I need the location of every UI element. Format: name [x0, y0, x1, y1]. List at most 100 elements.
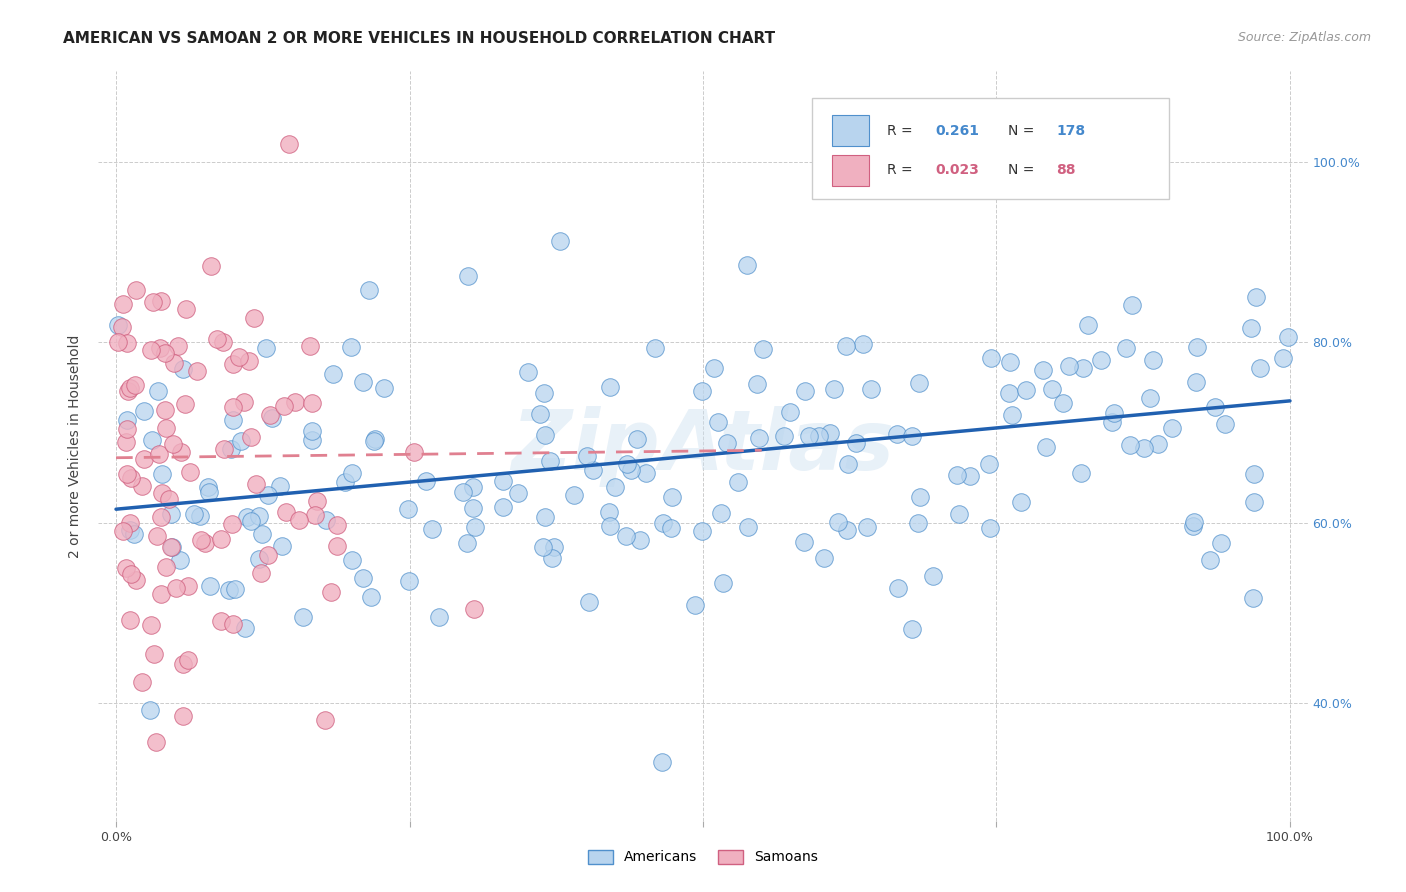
Point — [364, 432, 387, 446]
Point — [886, 582, 908, 596]
Point — [1077, 318, 1099, 332]
Point — [250, 566, 273, 580]
Point — [651, 516, 673, 530]
Point — [174, 302, 197, 317]
Point — [218, 583, 240, 598]
Point — [115, 467, 138, 481]
Point — [373, 381, 395, 395]
Point — [174, 397, 197, 411]
Point — [221, 357, 243, 371]
Point — [813, 550, 835, 565]
Point — [221, 516, 243, 531]
Point — [1102, 406, 1125, 420]
Point — [752, 343, 775, 357]
Point — [1147, 437, 1170, 451]
Point — [301, 424, 323, 438]
Point — [582, 463, 605, 477]
Point — [326, 518, 349, 533]
Point — [773, 429, 796, 443]
Point — [212, 334, 235, 349]
Point — [461, 480, 484, 494]
Point — [980, 351, 1002, 365]
Point — [737, 519, 759, 533]
Point — [415, 474, 437, 488]
Point — [921, 569, 943, 583]
Point — [779, 405, 801, 419]
Point — [463, 501, 485, 516]
Point — [115, 335, 138, 350]
Point — [298, 339, 321, 353]
Point — [1133, 441, 1156, 455]
Point — [690, 524, 713, 539]
Point — [304, 508, 326, 522]
Point — [188, 508, 211, 523]
Point — [1071, 360, 1094, 375]
Point — [979, 521, 1001, 535]
Point — [614, 529, 637, 543]
Point — [250, 527, 273, 541]
Point — [145, 735, 167, 749]
Point — [120, 471, 142, 485]
Point — [162, 436, 184, 450]
Y-axis label: 2 or more Vehicles in Household: 2 or more Vehicles in Household — [69, 334, 83, 558]
Point — [132, 451, 155, 466]
Point — [1243, 494, 1265, 508]
Point — [269, 479, 291, 493]
Legend: Americans, Samoans: Americans, Samoans — [582, 844, 824, 870]
Point — [160, 507, 183, 521]
Point — [209, 614, 232, 628]
Point — [198, 579, 221, 593]
Point — [1240, 320, 1263, 334]
Point — [125, 573, 148, 587]
Point — [823, 382, 845, 396]
Point — [837, 457, 859, 471]
Point — [636, 467, 658, 481]
Point — [578, 595, 600, 609]
Point — [149, 587, 172, 601]
Point — [1142, 353, 1164, 368]
Point — [305, 493, 328, 508]
Point — [118, 516, 141, 531]
Point — [508, 486, 530, 500]
Point — [598, 505, 620, 519]
Point — [125, 283, 148, 297]
Point — [112, 296, 135, 310]
Point — [692, 384, 714, 399]
Point — [340, 553, 363, 567]
Point — [177, 653, 200, 667]
Point — [142, 295, 165, 310]
Point — [197, 480, 219, 494]
Point — [818, 426, 841, 441]
Point — [278, 136, 301, 151]
Point — [859, 382, 882, 396]
Point — [707, 415, 730, 429]
Point — [274, 505, 297, 519]
Point — [340, 341, 363, 355]
Point — [150, 486, 173, 500]
Point — [538, 454, 561, 468]
Point — [1249, 360, 1271, 375]
Point — [256, 548, 278, 562]
Text: 88: 88 — [1056, 163, 1076, 178]
Point — [1139, 391, 1161, 405]
Point — [533, 385, 555, 400]
Point — [107, 318, 129, 333]
Point — [231, 434, 253, 448]
Point — [139, 343, 162, 357]
Point — [143, 647, 166, 661]
Point — [209, 533, 232, 547]
Point — [948, 507, 970, 521]
Point — [576, 450, 599, 464]
Text: R =: R = — [887, 124, 917, 137]
Point — [111, 320, 134, 334]
Point — [120, 566, 142, 581]
Point — [901, 428, 924, 442]
Point — [301, 433, 323, 447]
Point — [115, 413, 138, 427]
Point — [112, 524, 135, 538]
Point — [120, 523, 142, 537]
Point — [531, 540, 554, 554]
Point — [352, 375, 374, 389]
Point — [155, 559, 177, 574]
Point — [172, 657, 194, 672]
